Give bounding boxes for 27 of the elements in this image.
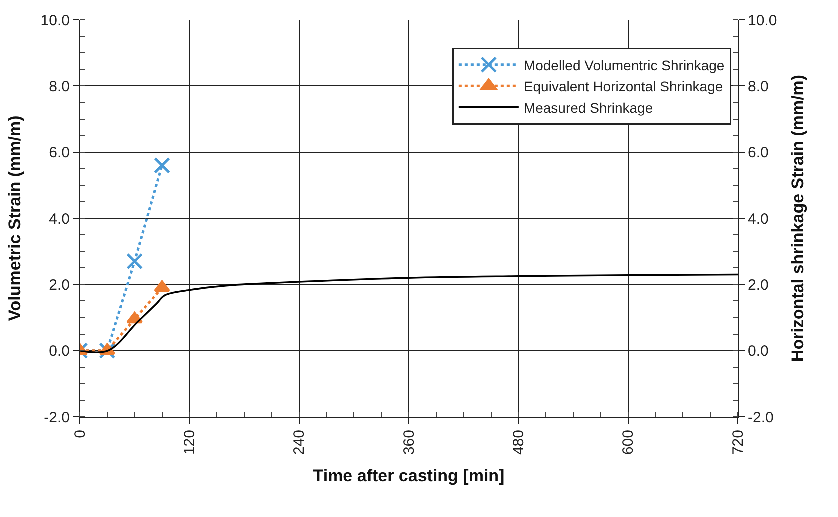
x-axis-title: Time after casting [min] — [313, 466, 505, 486]
legend-label: Equivalent Horizontal Shrinkage — [524, 78, 724, 95]
y2-tick-label: -2.0 — [748, 409, 774, 426]
y-tick-label: 6.0 — [49, 144, 70, 162]
legend-label: Modelled Volumentric Shrinkage — [524, 57, 725, 74]
x-tick-label: 240 — [291, 430, 308, 456]
x-tick-label: 720 — [730, 430, 747, 456]
y2-tick-label: 4.0 — [748, 210, 769, 228]
y2-tick-label: 8.0 — [748, 78, 769, 96]
y-tick-label: 10.0 — [40, 12, 70, 30]
y2-tick-label: 10.0 — [748, 12, 778, 30]
x-tick-label: 600 — [620, 430, 638, 456]
y-axis-title: Volumetric Strain (mm/m) — [5, 116, 24, 322]
y2-axis-title: Horizontal shrinkage Strain (mm/m) — [788, 74, 808, 362]
y-tick-label: 8.0 — [49, 78, 70, 96]
y2-tick-label: 6.0 — [748, 144, 769, 162]
x-tick-label: 120 — [182, 430, 199, 456]
y-tick-label: 4.0 — [49, 210, 70, 228]
y2-tick-label: 0.0 — [748, 343, 769, 360]
x-tick-label: 480 — [510, 430, 528, 456]
x-tick-label: 360 — [400, 430, 418, 456]
legend-label: Measured Shrinkage — [524, 100, 654, 116]
y2-tick-label: 2.0 — [748, 276, 769, 294]
x-tick-label: 0 — [72, 430, 89, 438]
y-tick-label: -2.0 — [44, 409, 70, 426]
y-tick-label: 0.0 — [49, 343, 70, 360]
y-tick-label: 2.0 — [49, 276, 70, 294]
